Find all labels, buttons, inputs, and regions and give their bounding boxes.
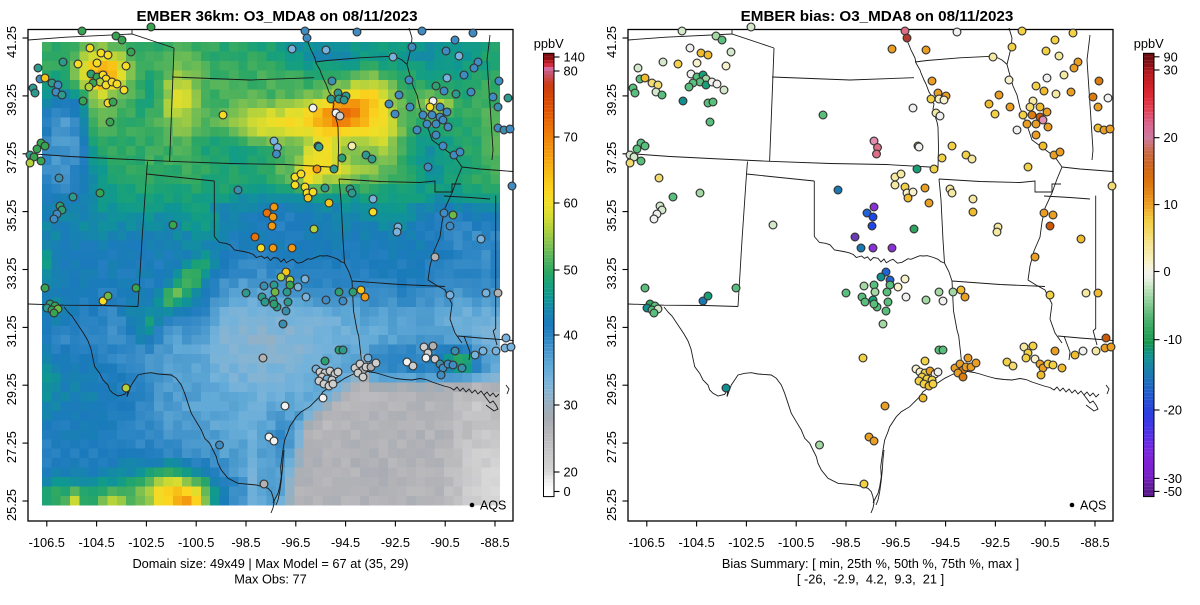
svg-text:-104.5: -104.5 (78, 535, 114, 550)
svg-text:33.25: 33.25 (604, 257, 619, 289)
svg-text:25.25: 25.25 (604, 489, 619, 521)
svg-text:27.25: 27.25 (4, 431, 19, 463)
svg-text:80: 80 (564, 64, 578, 79)
svg-text:-98.5: -98.5 (231, 535, 260, 550)
svg-text:-30: -30 (1164, 471, 1183, 486)
svg-text:-90.5: -90.5 (1031, 535, 1060, 550)
svg-text:40: 40 (564, 328, 578, 343)
svg-text:-50: -50 (1164, 484, 1183, 499)
svg-text:0: 0 (1164, 264, 1171, 279)
svg-text:-20: -20 (1164, 403, 1183, 418)
svg-text:25.25: 25.25 (4, 489, 19, 521)
svg-text:20: 20 (1164, 130, 1178, 145)
svg-text:Bias Summary: [ min, 25th %, 5: Bias Summary: [ min, 25th %, 50th %, 75t… (722, 556, 1019, 571)
svg-text:[ -26, -2.9, 4.2, 9.3, 21: [ -26, -2.9, 4.2, 9.3, 21 ] (797, 572, 944, 587)
svg-text:39.25: 39.25 (604, 84, 619, 116)
svg-text:EMBER 36km: O3_MDA8 on 08/11/2: EMBER 36km: O3_MDA8 on 08/11/2023 (136, 8, 417, 25)
svg-text:Max Obs: 77: Max Obs: 77 (234, 572, 307, 587)
svg-text:-106.5: -106.5 (29, 535, 65, 550)
svg-text:50: 50 (564, 263, 578, 278)
svg-text:AQS: AQS (480, 499, 506, 513)
svg-text:-94.5: -94.5 (931, 535, 960, 550)
svg-text:39.25: 39.25 (4, 84, 19, 116)
svg-text:-92.5: -92.5 (381, 535, 410, 550)
svg-text:ppbV: ppbV (1134, 36, 1164, 51)
svg-text:-96.5: -96.5 (281, 535, 310, 550)
svg-text:-96.5: -96.5 (881, 535, 910, 550)
svg-text:41.25: 41.25 (604, 26, 619, 58)
svg-text:27.25: 27.25 (604, 431, 619, 463)
svg-text:0: 0 (564, 484, 571, 499)
svg-text:35.25: 35.25 (604, 200, 619, 232)
svg-text:41.25: 41.25 (4, 26, 19, 58)
svg-text:-88.5: -88.5 (480, 535, 509, 550)
svg-text:-90.5: -90.5 (431, 535, 460, 550)
svg-text:ppbV: ppbV (534, 36, 564, 51)
svg-text:30: 30 (564, 398, 578, 413)
svg-text:60: 60 (564, 196, 578, 211)
svg-text:30: 30 (1164, 63, 1178, 78)
svg-text:31.25: 31.25 (604, 315, 619, 347)
svg-text:-94.5: -94.5 (331, 535, 360, 550)
svg-text:70: 70 (564, 130, 578, 145)
svg-text:-102.5: -102.5 (728, 535, 764, 550)
svg-text:Domain size: 49x49 | Max Model: Domain size: 49x49 | Max Model = 67 at (… (132, 556, 408, 571)
svg-text:31.25: 31.25 (4, 315, 19, 347)
svg-text:140: 140 (564, 50, 585, 65)
svg-text:33.25: 33.25 (4, 257, 19, 289)
svg-text:90: 90 (1164, 49, 1178, 64)
svg-text:29.25: 29.25 (604, 373, 619, 405)
svg-text:AQS: AQS (1080, 499, 1106, 513)
svg-text:-98.5: -98.5 (831, 535, 860, 550)
svg-text:-102.5: -102.5 (128, 535, 164, 550)
svg-text:-104.5: -104.5 (678, 535, 714, 550)
svg-text:37.25: 37.25 (604, 142, 619, 174)
svg-text:-100.5: -100.5 (778, 535, 814, 550)
svg-text:-106.5: -106.5 (629, 535, 665, 550)
svg-text:EMBER bias: O3_MDA8 on 08/11/2: EMBER bias: O3_MDA8 on 08/11/2023 (741, 8, 1014, 25)
svg-text:20: 20 (564, 465, 578, 480)
svg-text:10: 10 (1164, 197, 1178, 212)
svg-text:-92.5: -92.5 (981, 535, 1010, 550)
svg-text:-10: -10 (1164, 332, 1183, 347)
svg-text:35.25: 35.25 (4, 200, 19, 232)
svg-text:-100.5: -100.5 (178, 535, 214, 550)
svg-text:29.25: 29.25 (4, 373, 19, 405)
svg-text:37.25: 37.25 (4, 142, 19, 174)
svg-text:-88.5: -88.5 (1080, 535, 1109, 550)
